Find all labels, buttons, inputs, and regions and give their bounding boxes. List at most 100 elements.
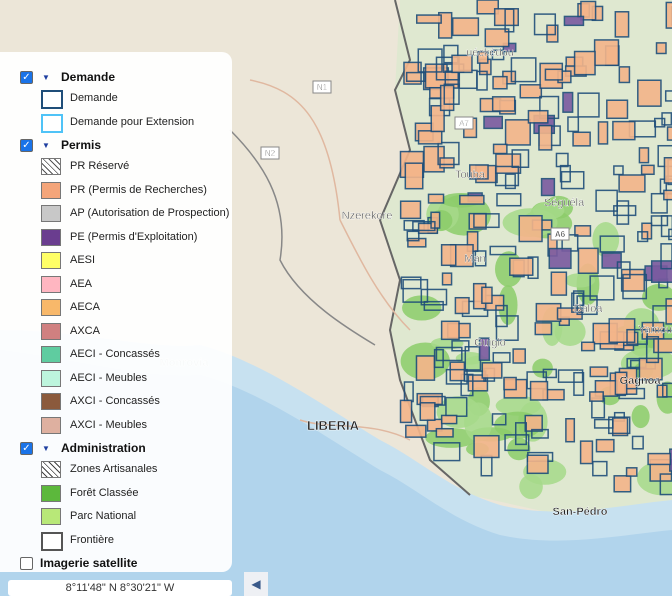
permit	[618, 66, 631, 84]
legend-label: AXCI - Concassés	[70, 395, 160, 407]
permit	[496, 193, 522, 207]
permit	[577, 247, 599, 274]
legend-swatch	[41, 484, 61, 502]
legend-label: AECI - Meubles	[70, 371, 148, 384]
permit	[641, 222, 653, 240]
forest	[532, 201, 565, 220]
permit	[665, 175, 672, 195]
permit	[491, 49, 505, 61]
permit	[427, 193, 445, 204]
legend-swatch	[41, 299, 61, 316]
permit	[616, 261, 631, 279]
group-title: Administration	[61, 441, 146, 455]
permit	[601, 252, 622, 269]
expander[interactable]: ▼	[42, 141, 50, 150]
legend-swatch	[41, 531, 63, 551]
legend-swatch	[41, 416, 61, 434]
checkbox[interactable]: ✓	[20, 442, 33, 455]
permit	[399, 399, 413, 424]
permit	[614, 11, 630, 38]
road-shield	[550, 227, 570, 241]
permit	[574, 225, 592, 237]
coordinates: 8°11'48" N 8°30'21" W	[8, 580, 232, 596]
permit	[440, 320, 460, 341]
border	[229, 129, 376, 346]
permit	[504, 173, 516, 190]
permit	[491, 413, 507, 426]
permit	[622, 273, 648, 300]
permit	[637, 231, 649, 243]
permit	[435, 427, 454, 438]
permit	[417, 130, 443, 145]
place-label: Guiglo	[474, 337, 506, 349]
permit	[663, 189, 672, 201]
permit	[518, 214, 543, 243]
permit	[519, 84, 543, 99]
permit	[638, 357, 663, 381]
permit	[572, 131, 591, 147]
permit	[589, 391, 604, 402]
permit	[666, 126, 672, 141]
group-title: Permis	[61, 138, 102, 152]
permit	[653, 338, 672, 354]
permit	[451, 54, 473, 74]
permit	[631, 435, 644, 450]
forest	[564, 273, 595, 288]
permit	[655, 42, 667, 55]
checkbox[interactable]	[20, 557, 33, 570]
checkbox[interactable]: ✓	[20, 139, 33, 152]
permit	[660, 215, 672, 238]
permit	[592, 460, 608, 477]
permit	[640, 164, 655, 176]
permit	[504, 119, 531, 146]
permit	[400, 276, 422, 290]
permit	[608, 416, 631, 435]
forest	[532, 358, 553, 378]
expander[interactable]: ▼	[42, 444, 50, 453]
permit	[540, 177, 556, 197]
legend-panel: ✓ ▼ Demande Demande Demande pour Extension ✓ ▼…	[0, 52, 232, 572]
permit	[435, 346, 463, 362]
permit	[492, 75, 508, 90]
permit	[595, 438, 615, 453]
permit	[599, 235, 625, 253]
permit	[650, 260, 672, 283]
legend-label: PR Réservé	[70, 160, 130, 172]
permit	[494, 165, 520, 187]
legend-label: PE (Permis d'Exploitation)	[70, 230, 198, 243]
permit	[469, 164, 489, 180]
forest	[464, 402, 493, 442]
permit	[620, 268, 645, 292]
place-label: LIBERIA	[307, 418, 360, 433]
permit	[571, 292, 584, 313]
permit	[650, 215, 669, 227]
road-shield	[260, 146, 280, 160]
permit	[406, 230, 420, 242]
permit	[533, 13, 557, 36]
permit	[589, 366, 609, 378]
permit	[504, 434, 530, 452]
legend-label: Parc National	[70, 510, 137, 522]
legend-label: AEA	[70, 277, 93, 290]
permit	[419, 402, 436, 422]
legend-swatch	[41, 90, 63, 109]
collapse-button[interactable]: ◀	[244, 572, 268, 596]
permit	[417, 48, 443, 73]
legend-swatch	[41, 393, 61, 410]
permit	[451, 340, 470, 352]
legend-swatch	[41, 228, 61, 246]
place-label: A7	[459, 119, 469, 128]
place-label: Daloa	[574, 303, 604, 315]
checkbox[interactable]: ✓	[20, 71, 33, 84]
legend-swatch	[41, 181, 61, 199]
permit	[577, 92, 600, 118]
permit	[613, 165, 624, 176]
place-label: Touba	[455, 169, 486, 181]
expander[interactable]: ▼	[42, 73, 50, 82]
permit	[449, 361, 466, 382]
legend-label: Frontière	[70, 533, 115, 546]
permit	[415, 355, 436, 381]
permit	[548, 247, 572, 270]
permit	[412, 220, 436, 232]
